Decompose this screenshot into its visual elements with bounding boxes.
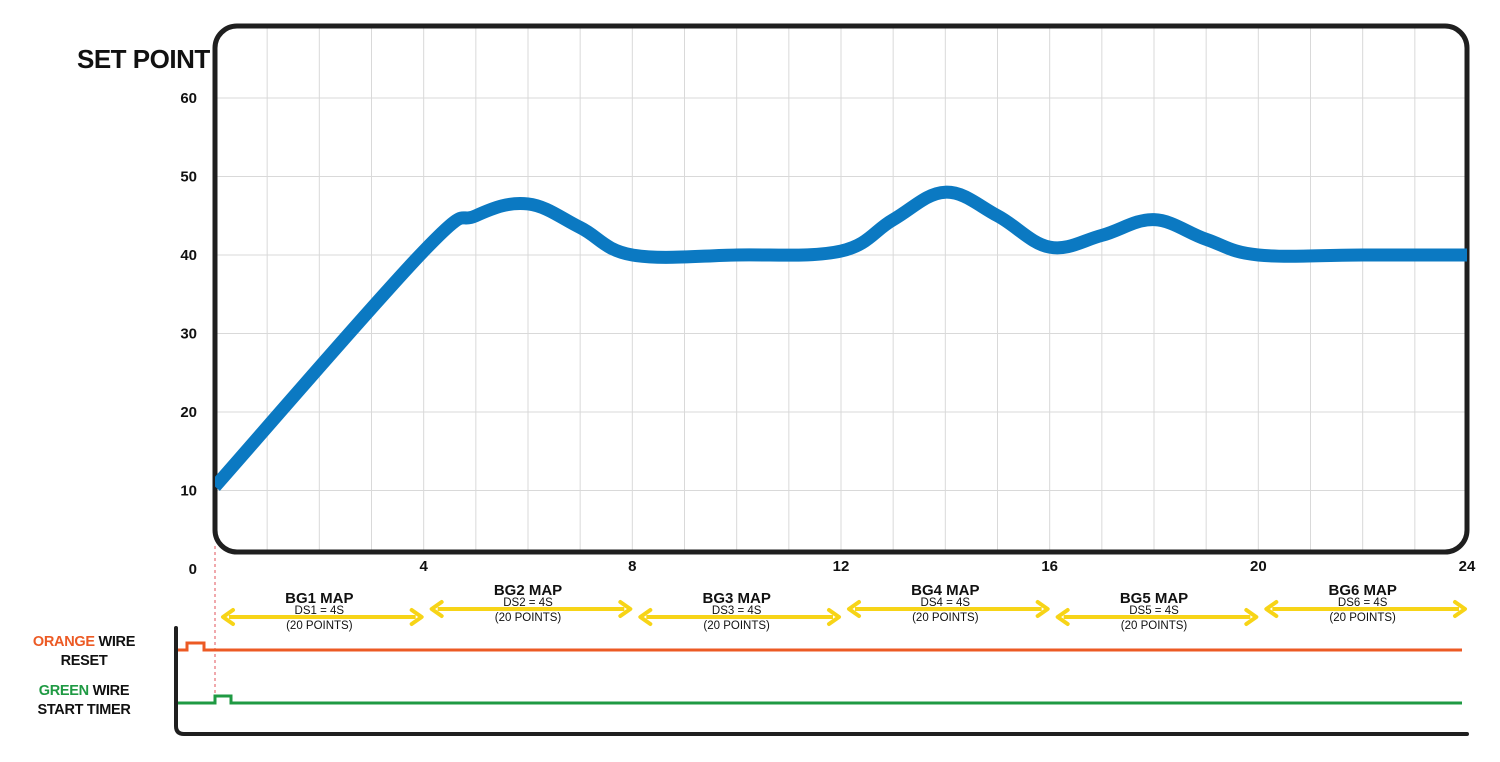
wire-function-label: START TIMER xyxy=(37,702,131,718)
wire-color-word: ORANGE xyxy=(33,634,95,650)
segment-label: BG1 MAP xyxy=(285,590,353,607)
segment-arrow-head-right xyxy=(1035,600,1050,618)
grid-lines xyxy=(215,26,1467,552)
segment-label: BG4 MAP xyxy=(911,582,979,599)
segment-label: BG2 MAP xyxy=(494,582,562,599)
plot-border xyxy=(212,23,1470,555)
wire-color-word: GREEN xyxy=(39,683,89,699)
wire-word: WIRE xyxy=(95,634,136,650)
wire-signals: ORANGE WIRE RESET GREEN WIRE START TIMER xyxy=(33,546,1469,736)
y-tick-label: 50 xyxy=(180,169,197,186)
segment-arrow-head-left xyxy=(1264,600,1279,618)
x-tick-labels: 4 8 12 16 20 24 xyxy=(419,558,1476,575)
segment-arrow-head-left xyxy=(221,608,235,626)
segment-ds: DS4 = 4S xyxy=(921,597,971,609)
segment-points: (20 POINTS) xyxy=(1121,620,1188,632)
segment-arrow-head-right xyxy=(409,608,424,626)
segment-points: (20 POINTS) xyxy=(286,620,353,632)
wire-name-label: GREEN WIRE xyxy=(39,683,130,699)
segment-arrow-head-right xyxy=(618,600,633,618)
segment-label: BG3 MAP xyxy=(702,590,770,607)
x-tick-label: 8 xyxy=(628,558,636,575)
segment-points: (20 POINTS) xyxy=(1329,612,1396,624)
series-line-group xyxy=(215,185,1467,491)
segment-ds: DS5 = 4S xyxy=(1129,605,1179,617)
segment-arrow-head-right xyxy=(1453,600,1467,618)
x-tick-label: 16 xyxy=(1041,558,1058,575)
grid xyxy=(215,26,1467,552)
wire-word: WIRE xyxy=(89,683,130,699)
segment-arrow-head-left xyxy=(847,600,861,618)
wire-signal-line xyxy=(178,694,1462,705)
segment-ds: DS1 = 4S xyxy=(295,605,345,617)
segment-points: (20 POINTS) xyxy=(495,612,562,624)
segment-arrow-head-right xyxy=(1244,608,1259,626)
y-tick-label: 10 xyxy=(180,483,197,500)
segment-ds: DS2 = 4S xyxy=(503,597,553,609)
segment-points: (20 POINTS) xyxy=(912,612,979,624)
segment-ds: DS3 = 4S xyxy=(712,605,762,617)
x-tick-label: 4 xyxy=(419,558,428,575)
x-tick-label: 12 xyxy=(833,558,850,575)
y-axis-title: SET POINT xyxy=(77,44,210,74)
segment-points: (20 POINTS) xyxy=(703,620,770,632)
segment-arrow-head-left xyxy=(429,600,444,618)
y-tick-labels: 0 10 20 30 40 50 60 xyxy=(180,90,197,578)
segment-arrow-head-left xyxy=(638,608,653,626)
segment-ds: DS6 = 4S xyxy=(1338,597,1388,609)
signal-bracket xyxy=(174,626,1469,736)
wire-signal-line xyxy=(178,641,1462,652)
wire-function-label: RESET xyxy=(61,653,108,669)
wire-green: GREEN WIRE START TIMER xyxy=(37,683,1462,718)
series-line xyxy=(215,185,1467,491)
segment-label: BG6 MAP xyxy=(1328,582,1396,599)
y-tick-label: 20 xyxy=(180,404,197,421)
segment-label: BG5 MAP xyxy=(1120,590,1188,607)
segment-arrow-head-left xyxy=(1055,608,1070,626)
plot-frame xyxy=(212,23,1470,555)
segment-arrow-head-right xyxy=(827,608,841,626)
y-tick-label: 30 xyxy=(180,326,197,343)
y-tick-label: 0 xyxy=(189,561,197,578)
y-tick-label: 60 xyxy=(180,90,197,107)
x-tick-label: 20 xyxy=(1250,558,1267,575)
x-tick-label: 24 xyxy=(1459,558,1476,575)
wire-orange: ORANGE WIRE RESET xyxy=(33,634,1462,669)
wire-name-label: ORANGE WIRE xyxy=(33,634,136,650)
y-tick-label: 40 xyxy=(180,247,197,264)
